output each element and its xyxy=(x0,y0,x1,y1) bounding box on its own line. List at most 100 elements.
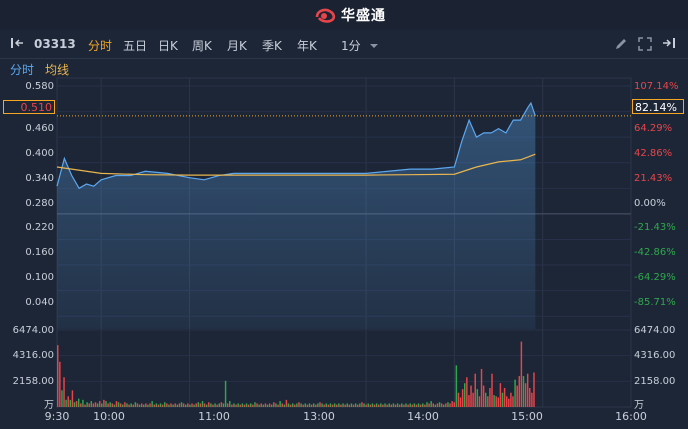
volume-bar xyxy=(189,404,191,407)
pct-axis-right-label: -64.29% xyxy=(634,272,676,283)
volume-bar xyxy=(277,404,279,407)
collapse-panel-icon[interactable] xyxy=(10,36,26,53)
volume-bar xyxy=(505,396,508,407)
volume-bar xyxy=(325,403,328,407)
volume-bar xyxy=(464,383,466,407)
volume-unit-label-right: 万 xyxy=(634,400,644,411)
volume-bar xyxy=(168,404,170,407)
pct-axis-right-label: 64.29% xyxy=(634,123,673,134)
volume-bar xyxy=(283,404,286,407)
expand-panel-icon[interactable] xyxy=(660,36,676,53)
volume-bar xyxy=(401,403,403,407)
price-axis-left-label: 0.460 xyxy=(25,123,54,134)
chart-toolbar: 03313 分时 五日 日K 周K 月K 季K 年K 1分 xyxy=(0,31,688,59)
volume-bar xyxy=(357,404,359,407)
volume-bar xyxy=(268,403,271,407)
time-axis-label: 13:00 xyxy=(303,410,335,423)
volume-bar xyxy=(529,387,531,407)
volume-bar xyxy=(468,395,470,407)
volume-bar xyxy=(151,401,153,407)
volume-bar xyxy=(256,403,258,407)
volume-bar xyxy=(239,404,241,407)
volume-bar xyxy=(451,401,453,407)
volume-bar xyxy=(352,404,355,407)
volume-bar xyxy=(88,403,90,407)
volume-bar xyxy=(86,402,88,407)
volume-series xyxy=(57,341,535,407)
volume-bar xyxy=(224,380,227,407)
volume-bar xyxy=(476,389,479,407)
volume-bar xyxy=(308,403,311,407)
volume-bar xyxy=(136,403,139,407)
price-axis-left-label: 0.580 xyxy=(25,81,54,92)
volume-bar xyxy=(98,401,101,407)
volume-bar xyxy=(300,403,302,407)
volume-bar xyxy=(65,399,67,407)
volume-bar xyxy=(472,392,474,407)
volume-bar xyxy=(254,402,256,407)
volume-bar xyxy=(170,403,172,407)
volume-bar xyxy=(273,402,275,407)
volume-axis-right-label: 4316.00 xyxy=(634,350,676,361)
tab-intraday[interactable]: 分时 xyxy=(88,39,113,53)
volume-bar xyxy=(178,403,181,407)
volume-bar xyxy=(247,404,250,407)
volume-unit-label: 万 xyxy=(44,400,54,411)
volume-bar xyxy=(134,402,137,407)
volume-bar xyxy=(145,403,147,407)
price-axis-left-label: 0.040 xyxy=(25,297,54,308)
volume-bar xyxy=(388,403,390,407)
volume-bar xyxy=(147,404,149,407)
tab-yearly-k[interactable]: 年K xyxy=(297,39,317,53)
volume-bar xyxy=(157,404,160,407)
volume-bar xyxy=(403,404,405,407)
volume-bar xyxy=(457,392,460,407)
volume-bar xyxy=(312,403,315,407)
volume-bar xyxy=(491,373,493,407)
volume-bar xyxy=(424,404,426,407)
price-axis-left-label: 0.400 xyxy=(25,148,54,159)
pencil-icon[interactable] xyxy=(614,37,628,54)
volume-bar xyxy=(166,403,168,407)
volume-bar xyxy=(474,373,476,407)
volume-bar xyxy=(417,403,420,407)
volume-bar xyxy=(208,402,210,407)
volume-bar xyxy=(377,404,380,407)
volume-bar xyxy=(302,404,304,407)
volume-bar xyxy=(512,396,514,407)
volume-bar xyxy=(304,403,307,407)
expand-icon[interactable] xyxy=(638,37,652,54)
subtab-time[interactable]: 分时 xyxy=(10,63,35,77)
volume-bar xyxy=(109,402,111,407)
volume-bar xyxy=(124,402,126,407)
tab-monthly-k[interactable]: 月K xyxy=(227,39,247,53)
volume-bar xyxy=(287,403,290,407)
tab-daily-k[interactable]: 日K xyxy=(158,39,178,53)
volume-bar xyxy=(71,390,74,407)
price-area xyxy=(57,103,536,329)
pct-axis-right-label: 0.00% xyxy=(634,198,666,209)
volume-bar xyxy=(449,403,451,407)
tab-weekly-k[interactable]: 周K xyxy=(192,39,212,53)
volume-bar xyxy=(241,403,244,407)
price-line xyxy=(56,101,536,190)
interval-select[interactable]: 1分 xyxy=(341,37,379,54)
volume-bar xyxy=(329,403,332,407)
volume-bar xyxy=(77,398,80,407)
volume-bar xyxy=(176,404,179,407)
price-axis-left-label: 0.100 xyxy=(25,272,54,283)
volume-bar xyxy=(371,403,374,407)
volume-bar xyxy=(315,404,317,407)
volume-bar xyxy=(413,403,416,407)
volume-bar xyxy=(426,402,428,407)
volume-bar xyxy=(216,404,218,407)
tab-five-day[interactable]: 五日 xyxy=(123,39,148,53)
subtab-avg[interactable]: 均线 xyxy=(45,63,70,77)
pct-axis-right-label: 42.86% xyxy=(634,148,673,159)
volume-bar xyxy=(191,403,193,407)
volume-bar xyxy=(296,403,298,407)
price-axis-left-label: 0.160 xyxy=(25,247,54,258)
tab-quarterly-k[interactable]: 季K xyxy=(262,39,282,53)
chart-subtabs: 分时 均线 xyxy=(0,58,688,78)
volume-bar xyxy=(174,403,176,407)
